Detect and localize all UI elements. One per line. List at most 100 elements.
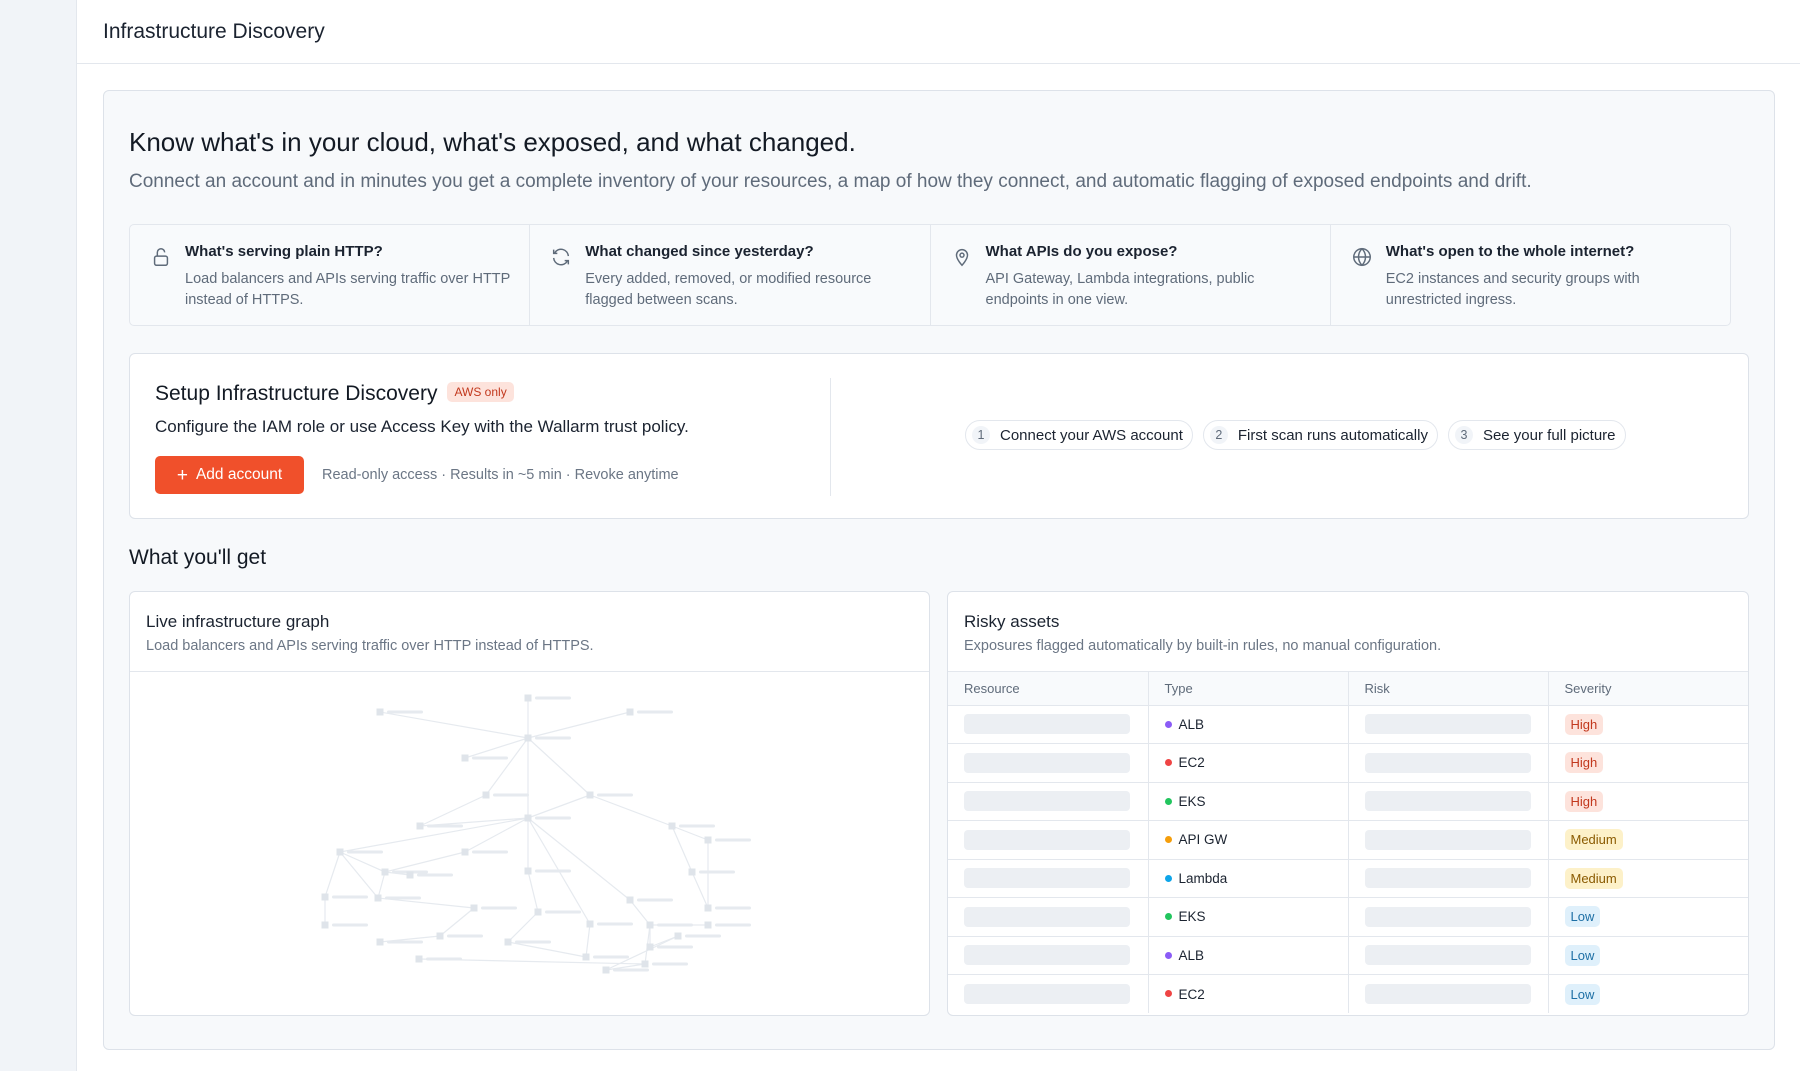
page-title: Infrastructure Discovery: [103, 20, 325, 43]
graph-edge: [379, 711, 529, 739]
graph-edge: [419, 794, 487, 827]
graph-node: [415, 955, 423, 963]
step-number: 2: [1209, 426, 1228, 444]
graph-node: [376, 708, 384, 716]
graph-node: [524, 694, 532, 702]
table-row[interactable]: API GW Medium: [948, 820, 1748, 860]
risk-placeholder: [1364, 752, 1531, 773]
question-card-apis: What APIs do you expose? API Gateway, La…: [931, 225, 1331, 325]
graph-node: [704, 836, 712, 844]
risk-placeholder: [1364, 906, 1531, 927]
graph-node-label-placeholder: [593, 955, 629, 959]
graph-node-label-placeholder: [657, 923, 693, 927]
graph-node: [524, 734, 532, 742]
graph-node: [582, 953, 590, 961]
resource-cell: [948, 820, 1149, 860]
question-title: What's open to the whole internet?: [1385, 243, 1635, 260]
risk-cell: [1348, 897, 1549, 937]
table-row[interactable]: EC2 High: [948, 743, 1748, 783]
risk-cell: [1348, 820, 1549, 860]
graph-edge: [377, 897, 475, 909]
graph-node: [646, 943, 654, 951]
graph-node-label-placeholder: [613, 968, 649, 972]
graph-node: [602, 966, 610, 974]
question-card-changes: What changed since yesterday? Every adde…: [530, 225, 931, 325]
graph-node: [470, 904, 478, 912]
graph-node: [646, 921, 654, 929]
graph-node-label-placeholder: [472, 850, 508, 854]
type-dot: [1164, 990, 1172, 998]
resource-cell: [948, 859, 1149, 898]
graph-node: [704, 904, 712, 912]
graph-edge: [507, 911, 539, 943]
type-dot: [1164, 913, 1172, 921]
table-row[interactable]: ALB Low: [948, 936, 1748, 975]
add-account-label: Add account: [195, 466, 283, 483]
type-dot: [1164, 759, 1172, 767]
type-label: EKS: [1178, 909, 1206, 925]
graph-node: [461, 754, 469, 762]
graph-node: [374, 894, 382, 902]
graph-node-label-placeholder: [535, 869, 571, 873]
type-cell: EKS: [1148, 897, 1349, 937]
graph-edge: [339, 851, 379, 899]
risk-cell: [1348, 859, 1549, 898]
table-row[interactable]: ALB High: [948, 705, 1748, 744]
risk-card-subtitle: Exposures flagged automatically by built…: [964, 638, 1442, 654]
graph-card-title: Live infrastructure graph: [146, 612, 330, 631]
graph-node: [586, 791, 594, 799]
risk-cell: [1348, 743, 1549, 783]
graph-node-label-placeholder: [427, 824, 463, 828]
add-account-button[interactable]: + Add account: [155, 456, 304, 494]
severity-cell: Low: [1548, 897, 1748, 937]
risk-cell: [1348, 974, 1549, 1013]
graph-node: [436, 932, 444, 940]
type-cell: EC2: [1148, 974, 1349, 1013]
severity-cell: High: [1548, 743, 1748, 783]
question-card-internet: What's open to the whole internet? EC2 i…: [1331, 225, 1730, 325]
table-row[interactable]: EKS High: [948, 782, 1748, 821]
type-cell: ALB: [1148, 936, 1349, 975]
graph-edge: [527, 711, 631, 739]
table-row[interactable]: Lambda Medium: [948, 859, 1748, 898]
graph-node: [534, 908, 542, 916]
type-dot: [1164, 874, 1172, 882]
severity-cell: Low: [1548, 936, 1748, 975]
table-row[interactable]: EKS Low: [948, 897, 1748, 937]
graph-edge: [507, 941, 587, 958]
graph-node-label-placeholder: [493, 793, 529, 797]
graph-node-label-placeholder: [387, 710, 423, 714]
risk-placeholder: [1364, 868, 1531, 889]
setup-step: 1 Connect your AWS account: [965, 420, 1193, 450]
questions-row: What's serving plain HTTP? Load balancer…: [129, 224, 1731, 326]
top-bar: Infrastructure Discovery: [77, 0, 1800, 64]
risky-assets-table: Resource Type Risk Severity ALB High EC2 Hi…: [948, 672, 1748, 1013]
graph-node: [416, 822, 424, 830]
type-cell: EC2: [1148, 743, 1349, 783]
question-title: What's serving plain HTTP?: [185, 243, 383, 260]
graph-edge: [589, 794, 673, 827]
graph-node: [376, 938, 384, 946]
refresh-icon: [553, 248, 570, 266]
resource-placeholder: [964, 984, 1130, 1004]
graph-edge: [629, 899, 651, 926]
question-title: What changed since yesterday?: [585, 243, 814, 260]
hero-title: Know what's in your cloud, what's expose…: [129, 127, 856, 157]
graph-edge: [527, 737, 591, 796]
card-separator: [948, 671, 1748, 672]
graph-edge: [527, 794, 591, 819]
graph-node: [586, 920, 594, 928]
type-label: ALB: [1178, 716, 1205, 732]
resource-cell: [948, 974, 1149, 1013]
graph-node-label-placeholder: [535, 816, 571, 820]
question-card-http: What's serving plain HTTP? Load balancer…: [130, 225, 531, 325]
step-label: Connect your AWS account: [1000, 426, 1183, 444]
table-row[interactable]: EC2 Low: [948, 974, 1748, 1013]
resource-cell: [948, 897, 1149, 937]
type-label: API GW: [1178, 832, 1228, 848]
column-header-risk: Risk: [1348, 672, 1549, 706]
graph-node-label-placeholder: [347, 850, 383, 854]
type-cell: API GW: [1148, 820, 1349, 860]
type-dot: [1164, 951, 1172, 959]
type-label: Lambda: [1178, 870, 1228, 886]
